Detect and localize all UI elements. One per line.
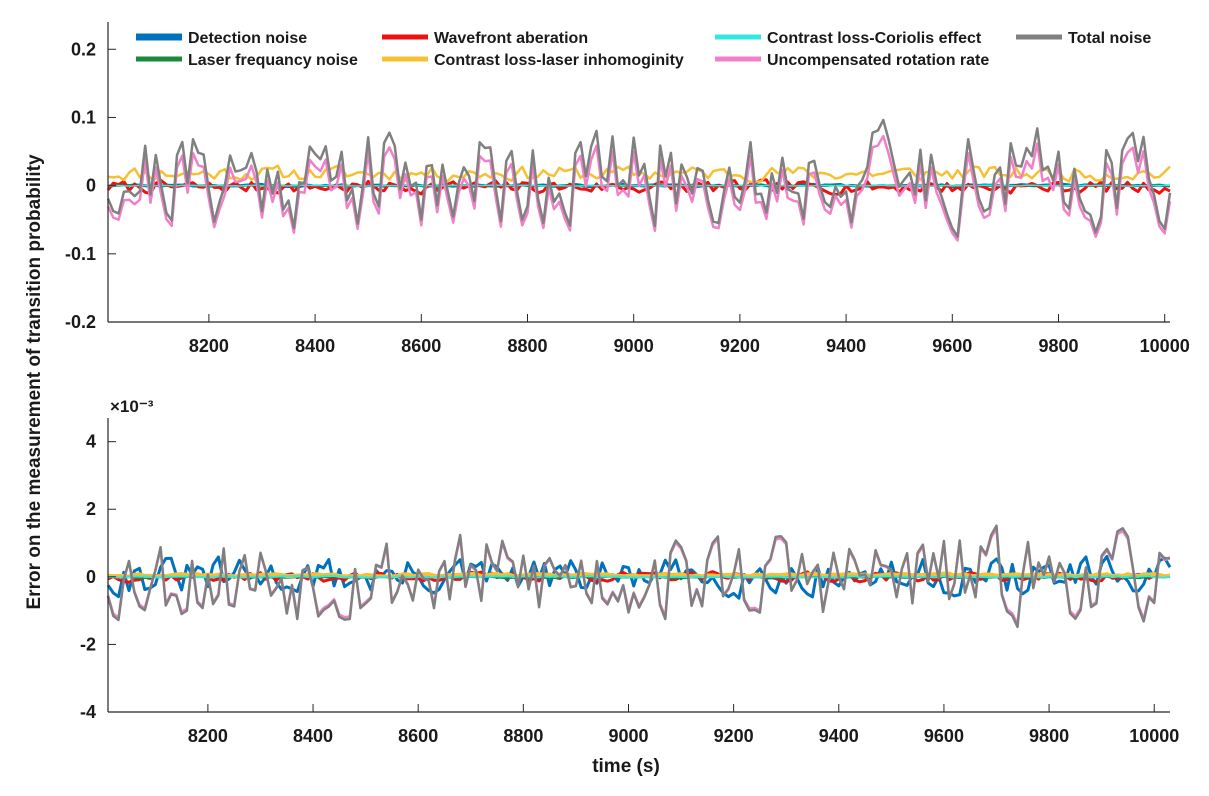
y-tick-label: 2	[86, 499, 96, 519]
x-tick-label: 9800	[1029, 726, 1069, 746]
legend-label: Detection noise	[188, 30, 307, 47]
y-tick-label: 0	[86, 567, 96, 587]
series-group	[106, 118, 1172, 242]
legend: Detection noise Wavefront aberation Contra…	[136, 30, 1151, 69]
series-line-total-noise	[106, 524, 1171, 629]
legend-label: Laser frequancy noise	[188, 52, 358, 69]
x-tick-label: 8200	[188, 726, 228, 746]
legend-label: Contrast loss-Coriolis effect	[767, 30, 982, 47]
series-group	[106, 524, 1172, 629]
series-line-detection-noise	[106, 554, 1172, 600]
x-tick-label: 9800	[1038, 336, 1078, 356]
y-axis-label: Error on the measurement of transition p…	[24, 154, 45, 609]
y-tick-label: -0.2	[65, 312, 96, 332]
series-line-uncompensated-rotation-rate	[106, 134, 1172, 242]
top-panel: 8200 8400 8600 8800 9000 9200 9400 9600 9800 1000…	[65, 22, 1190, 356]
x-tick-label: 10000	[1129, 726, 1179, 746]
legend-label: Total noise	[1068, 30, 1151, 47]
y-tick-label: -0.1	[65, 244, 96, 264]
x-tick-label: 9400	[819, 726, 859, 746]
y-tick-label: 0	[86, 176, 96, 196]
x-tick-label: 10000	[1140, 336, 1190, 356]
x-tick-label: 8400	[295, 336, 335, 356]
x-tick-label: 9600	[932, 336, 972, 356]
x-tick-label: 8600	[401, 336, 441, 356]
x-tick-label: 9200	[714, 726, 754, 746]
y-tick-label: -4	[80, 702, 96, 722]
legend-label: Uncompensated rotation rate	[767, 52, 989, 69]
y-tick-label: 0.1	[71, 107, 96, 127]
x-tick-label: 8200	[189, 336, 229, 356]
y-tick-label: 4	[86, 432, 96, 452]
x-tick-label: 9600	[924, 726, 964, 746]
x-tick-label: 9000	[608, 726, 648, 746]
x-tick-label: 8400	[293, 726, 333, 746]
y-tick-label: 0.2	[71, 39, 96, 59]
series-line-total-noise	[106, 118, 1172, 238]
x-axis-label: time (s)	[592, 756, 660, 777]
x-tick-label: 9000	[614, 336, 654, 356]
y-exponent-label: ×10⁻³	[110, 397, 154, 416]
bottom-panel: 8200 8400 8600 8800 9000 9200 9400 9600 9800 1000…	[80, 397, 1179, 746]
series-line-contrast-loss-coriolis-effect	[107, 574, 1171, 579]
x-tick-label: 9400	[826, 336, 866, 356]
y-tick-label: -2	[80, 634, 96, 654]
legend-label: Wavefront aberation	[434, 30, 588, 47]
legend-label: Contrast loss-laser inhomoginity	[434, 52, 684, 69]
x-tick-label: 8600	[398, 726, 438, 746]
x-tick-label: 9200	[720, 336, 760, 356]
x-tick-label: 8800	[507, 336, 547, 356]
x-tick-label: 8800	[503, 726, 543, 746]
